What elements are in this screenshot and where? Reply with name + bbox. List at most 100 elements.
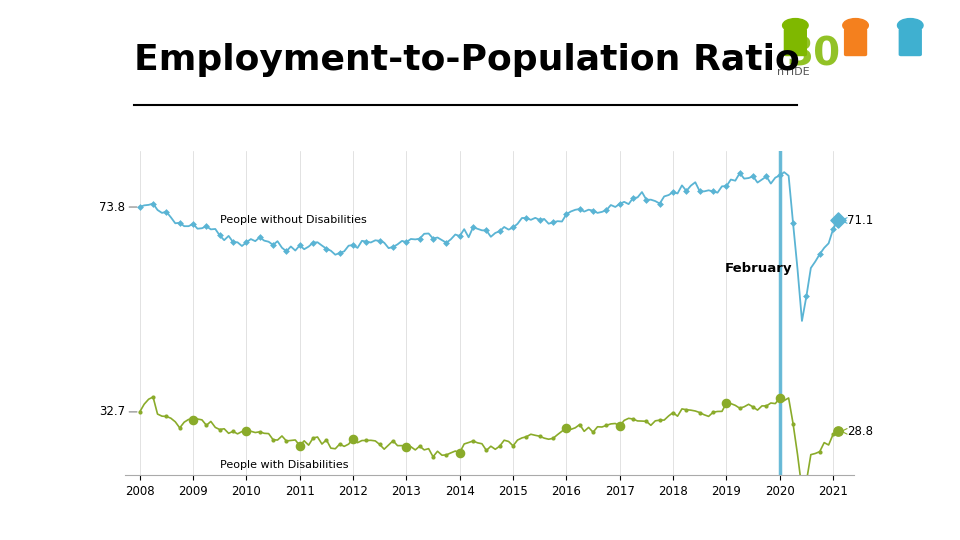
Point [758,172,774,181]
Point [359,237,374,246]
Point [679,187,694,195]
Text: 30: 30 [786,36,841,73]
Point [518,433,534,441]
Point [466,437,481,445]
Point [292,441,307,450]
Point [772,394,787,402]
FancyBboxPatch shape [845,29,867,56]
Point [239,427,254,436]
Point [826,430,841,439]
Point [625,194,640,202]
Point [278,437,294,445]
Text: People with Disabilities: People with Disabilities [220,460,348,470]
Point [398,238,414,246]
Point [586,428,601,436]
Point [479,226,494,235]
Point [518,214,534,222]
Point [372,440,388,449]
Point [545,218,561,227]
Point [425,453,441,461]
Point [706,187,721,196]
Point [772,171,787,180]
Point [719,182,734,191]
Text: Employment-to-Population Ratio: Employment-to-Population Ratio [134,43,800,77]
FancyBboxPatch shape [900,29,922,56]
Point [346,434,361,443]
Text: People without Disabilities: People without Disabilities [220,215,367,226]
Point [145,199,160,208]
Point [185,220,201,228]
Point [572,205,588,213]
Text: February: February [725,262,792,275]
Point [132,202,148,211]
Point [732,169,748,178]
Point [412,234,427,243]
Point [278,247,294,255]
Point [226,238,241,246]
FancyBboxPatch shape [784,29,806,56]
Point [452,448,468,457]
Text: 71.1: 71.1 [848,214,874,227]
Point [265,435,280,444]
Point [772,394,787,402]
Text: nTIDE: nTIDE [778,67,809,77]
Point [239,427,254,436]
Point [532,215,547,224]
Point [719,399,734,407]
Circle shape [782,18,808,32]
Point [265,241,280,249]
Point [385,242,400,251]
Point [185,416,201,424]
Point [492,442,508,450]
Point [305,434,321,442]
Point [745,172,760,181]
Point [586,206,601,215]
Point [826,225,841,234]
Text: 28.8: 28.8 [848,425,874,438]
Point [346,434,361,443]
Point [785,419,801,428]
Point [172,218,187,227]
Point [359,436,374,445]
Point [638,417,654,426]
Point [532,432,547,441]
Point [572,420,588,429]
Point [398,443,414,451]
Point [332,440,348,448]
Point [812,250,828,259]
Point [492,227,508,235]
Point [785,219,801,227]
Circle shape [843,18,869,32]
Point [332,248,348,257]
Point [385,436,400,445]
Point [505,442,520,450]
Point [158,412,174,421]
Point [559,210,574,219]
Point [185,416,201,424]
Point [559,423,574,432]
Point [612,422,628,430]
Point [625,415,640,423]
Point [398,443,414,451]
Point [346,241,361,249]
Point [612,422,628,430]
Point [439,450,454,459]
Text: #nTIDE: #nTIDE [19,515,66,528]
Point [692,187,708,195]
Point [132,408,148,416]
Point [829,427,845,436]
Point [412,442,427,450]
Point [732,404,748,413]
Point [479,446,494,455]
Circle shape [898,18,923,32]
Point [292,241,307,249]
Point [319,245,334,253]
Point [829,216,845,225]
Point [452,232,468,240]
Point [145,393,160,401]
Point [612,200,628,208]
Point [679,406,694,414]
Point [599,421,614,430]
Point [758,402,774,410]
Point [799,292,814,301]
